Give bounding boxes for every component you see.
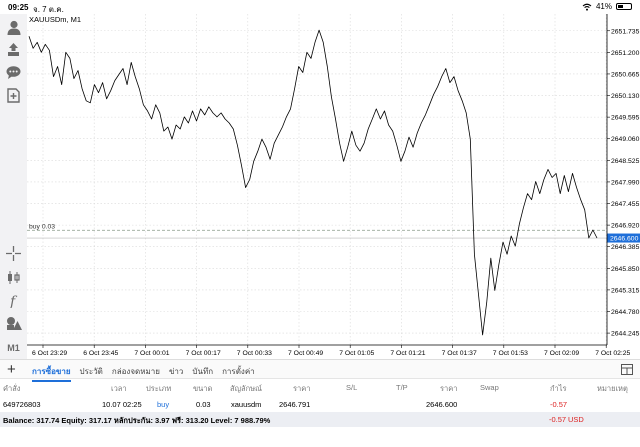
timeframe-button[interactable]: M1 (7, 342, 20, 353)
time-tick-label: 7 Oct 00:01 (134, 350, 169, 357)
terminal-tab-bar: + การซื้อขาย ประวัติ กล่องจดหมาย ข่าว บั… (0, 359, 640, 382)
price-tick-label: 2648.525 (611, 158, 640, 165)
tab-trade[interactable]: การซื้อขาย (32, 365, 71, 382)
price-tick-label: 2649.060 (611, 136, 640, 143)
table-row[interactable]: 649726803 10.07 02:25 buy 0.03 xauusdm 2… (0, 396, 640, 412)
time-axis: 6 Oct 23:29 6 Oct 23:45 7 Oct 00:01 7 Oct 0… (27, 344, 631, 357)
time-tick-label: 6 Oct 23:29 (32, 350, 67, 357)
time-tick-label: 7 Oct 01:05 (339, 350, 374, 357)
status-date: จ. 7 ต.ค. (33, 5, 64, 14)
battery-icon (616, 3, 632, 10)
price-tick-label: 2644.780 (611, 309, 640, 316)
col-symbol: สัญลักษณ์ (230, 384, 263, 393)
order-open-price: 2646.791 (279, 400, 311, 409)
current-price-tag (607, 233, 640, 243)
crosshair-icon[interactable] (4, 244, 23, 263)
orders-table-header: คำสั่ง เวลา ประเภท ขนาด สัญลักษณ์ ราคา S… (0, 379, 640, 395)
status-right: 41% (582, 2, 632, 11)
status-time: 09:25 (8, 3, 29, 12)
price-axis: 2651.735 2651.200 2650.665 2650.130 2649.595… (606, 14, 640, 345)
tab-mailbox[interactable]: กล่องจดหมาย (111, 367, 160, 376)
chart-background (27, 14, 640, 359)
chat-icon[interactable] (4, 63, 23, 82)
price-tick-label: 2651.735 (611, 28, 640, 35)
time-tick-label: 7 Oct 02:25 (595, 350, 630, 357)
price-tick-label: 2645.850 (611, 266, 640, 273)
terminal-tabs: การซื้อขาย ประวัติ กล่องจดหมาย ข่าว บันท… (32, 365, 255, 382)
price-tick-label: 2649.595 (611, 115, 640, 122)
chart-svg[interactable]: buy 0.03 2646.600 2651.735 2651.200 2650.66… (27, 14, 640, 359)
time-tick-label: 6 Oct 23:45 (83, 350, 118, 357)
time-tick-label: 7 Oct 00:17 (186, 350, 221, 357)
order-time: 10.07 02:25 (102, 400, 142, 409)
chart-grid (27, 14, 607, 345)
tab-history[interactable]: ประวัติ (79, 367, 103, 376)
account-icon[interactable] (4, 18, 23, 37)
price-tick-label: 2646.385 (611, 244, 640, 251)
left-toolbar: f M1 (0, 14, 27, 359)
order-volume: 0.03 (196, 400, 211, 409)
panel-layout-icon[interactable] (621, 364, 633, 375)
price-line-group (28, 29, 598, 336)
wifi-icon (582, 3, 592, 11)
col-volume: ขนาด (193, 384, 213, 393)
time-tick-label: 7 Oct 02:09 (544, 350, 579, 357)
new-order-icon[interactable] (4, 86, 23, 105)
price-chart[interactable]: buy 0.03 2646.600 2651.735 2651.200 2650.66… (27, 14, 640, 359)
profit-currency: USD (568, 415, 584, 424)
current-price-label: 2646.600 (610, 236, 639, 243)
order-profit: -0.57 (550, 400, 568, 409)
order-ticket: 649726803 (3, 400, 41, 409)
battery-fill (618, 5, 623, 8)
add-icon[interactable]: + (7, 361, 16, 378)
symbol-label: XAUUSDm, M1 (29, 15, 81, 24)
col-current-price: ราคา (440, 384, 458, 393)
order-type: buy (157, 400, 170, 409)
account-summary: Balance: 317.74 Equity: 317.17 หลักประกั… (0, 412, 640, 427)
time-tick-label: 7 Oct 01:53 (493, 350, 528, 357)
order-line-label: buy 0.03 (29, 223, 55, 230)
col-sl: S/L (346, 383, 358, 392)
price-tick-label: 2645.315 (611, 287, 640, 294)
price-tick-label: 2644.245 (611, 331, 640, 338)
price-tick-label: 2647.990 (611, 179, 640, 186)
tab-journal[interactable]: บันทึก (192, 367, 214, 376)
indicator-icon[interactable]: f (4, 291, 23, 310)
col-swap: Swap (480, 383, 499, 392)
price-tick-label: 2647.455 (611, 201, 640, 208)
time-tick-label: 7 Oct 01:21 (390, 350, 425, 357)
col-type: ประเภท (146, 384, 172, 393)
battery-percent: 41% (595, 2, 612, 11)
balance-text: Balance: 317.74 Equity: 317.17 หลักประกั… (3, 416, 271, 425)
price-tick-label: 2650.130 (611, 93, 640, 100)
col-ticket: คำสั่ง (3, 384, 21, 393)
price-tick-label: 2646.920 (611, 223, 640, 230)
price-line (28, 29, 598, 336)
order-current-price: 2646.600 (426, 400, 458, 409)
col-time: เวลา (111, 384, 127, 393)
time-tick-label: 7 Oct 00:49 (288, 350, 323, 357)
order-symbol: xauusdm (231, 400, 262, 409)
objects-icon[interactable] (4, 314, 23, 333)
tab-settings[interactable]: การตั้งค่า (222, 367, 255, 376)
price-tick-label: 2651.200 (611, 50, 640, 57)
total-profit: -0.57 (549, 415, 567, 424)
col-tp: T/P (396, 383, 408, 392)
col-comment: หมายเหตุ (597, 384, 628, 393)
time-tick-label: 7 Oct 00:33 (237, 350, 272, 357)
tab-news[interactable]: ข่าว (168, 367, 184, 376)
chart-type-icon[interactable] (4, 268, 23, 287)
svg-text:f: f (9, 294, 18, 308)
col-open-price: ราคา (293, 384, 311, 393)
time-tick-label: 7 Oct 01:37 (442, 350, 477, 357)
col-profit: กำไร (550, 384, 567, 393)
status-bar: 09:25 จ. 7 ต.ค. 41% (0, 0, 640, 14)
trade-icon[interactable] (4, 40, 23, 59)
price-tick-label: 2650.665 (611, 71, 640, 78)
